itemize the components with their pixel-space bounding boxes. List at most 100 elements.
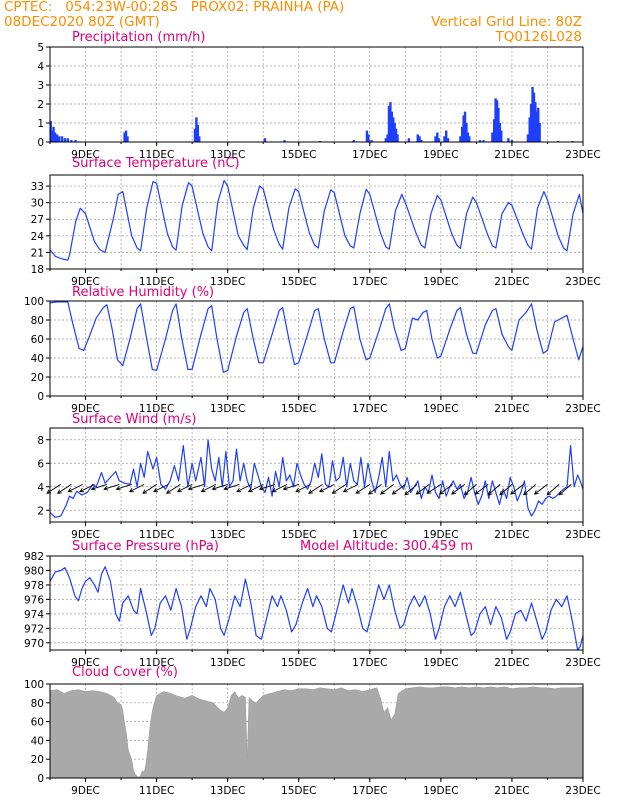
y-tick-label: 18	[31, 264, 44, 276]
precip-bar	[193, 128, 197, 142]
x-tick-label: 11DEC	[139, 785, 174, 797]
x-tick-label: 9DEC	[71, 403, 100, 415]
wind-arrow-head	[463, 490, 469, 496]
x-tick-label: 17DEC	[352, 149, 387, 161]
precip-bar	[370, 140, 373, 142]
panel-frame	[49, 46, 584, 143]
x-tick-label: 17DEC	[352, 403, 387, 415]
wind-arrow-head	[153, 488, 158, 493]
wind-arrow	[464, 484, 477, 496]
x-tick-label: 13DEC	[210, 149, 245, 161]
wind-arrow-head	[211, 486, 217, 491]
precip-bar	[507, 138, 510, 142]
precip-bar	[63, 138, 67, 142]
x-tick-label: 13DEC	[210, 403, 245, 415]
panel-frame	[49, 555, 584, 651]
series-line	[49, 179, 584, 261]
precip-bar	[492, 119, 496, 142]
x-tick-label: 13DEC	[210, 276, 245, 288]
precip-bar	[49, 121, 52, 142]
wind-arrow	[188, 483, 204, 490]
x-tick-label: 19DEC	[423, 529, 458, 541]
precip-bar	[50, 130, 54, 142]
precip-bar	[74, 140, 77, 142]
x-tick-label: 9DEC	[71, 149, 100, 161]
precip-bar	[55, 134, 59, 142]
x-tick-label: 11DEC	[139, 529, 174, 541]
precip-bar	[537, 107, 540, 142]
x-tick-label: 23DEC	[565, 785, 600, 797]
x-tick-label: 13DEC	[210, 657, 245, 669]
wind-arrow	[343, 483, 359, 493]
series-line	[49, 301, 584, 373]
precip-bar	[384, 138, 387, 142]
x-tick-label: 21DEC	[494, 149, 529, 161]
wind-arrow	[392, 484, 406, 495]
x-tick-label: 23DEC	[565, 149, 600, 161]
wind-arrow-head	[523, 490, 528, 496]
wind-arrow	[319, 483, 335, 493]
panel-5: 970 972 974 976 978 980 982 9DEC 11DEC 13DEC 15DEC…	[24, 539, 601, 669]
x-tick-label: 21DEC	[494, 785, 529, 797]
x-tick-label: 9DEC	[71, 785, 100, 797]
series-line	[49, 439, 584, 518]
precip-bar	[352, 140, 356, 142]
precip-bar	[416, 134, 419, 142]
wind-arrow-head	[67, 488, 73, 493]
y-tick-label: 970	[24, 638, 44, 650]
precip-bar	[538, 123, 541, 142]
precip-bar	[534, 102, 537, 142]
precip-bar	[283, 140, 286, 142]
precip-bar	[434, 136, 437, 142]
y-tick-label: 6	[37, 458, 44, 470]
wind-arrow-head	[426, 489, 432, 494]
precip-bar	[396, 134, 399, 142]
precip-bar	[443, 136, 446, 142]
wind-arrow	[283, 483, 299, 490]
wind-arrow	[404, 484, 418, 496]
wind-arrow-head	[451, 490, 456, 495]
y-tick-label: 40	[31, 735, 44, 747]
x-tick-label: 17DEC	[352, 276, 387, 288]
y-tick-label: 60	[31, 334, 44, 346]
wind-arrow	[248, 483, 264, 493]
wind-arrow	[153, 483, 169, 493]
precip-bar	[500, 130, 503, 142]
precip-bar	[463, 111, 467, 142]
precip-bar	[418, 136, 421, 142]
wind-arrow	[475, 484, 489, 495]
y-tick-label: 2	[37, 505, 44, 517]
precip-bar	[460, 126, 464, 142]
x-tick-label: 15DEC	[281, 149, 316, 161]
panel-frame	[49, 300, 584, 397]
precip-bar	[491, 132, 494, 142]
wind-arrow	[295, 483, 311, 493]
x-tick-label: 11DEC	[139, 149, 174, 161]
wind-arrow	[103, 483, 120, 490]
y-tick-label: 21	[31, 247, 44, 259]
wind-arrow	[142, 484, 157, 494]
y-tick-label: 80	[31, 698, 44, 710]
wind-arrow-head	[319, 488, 324, 493]
precip-bar	[365, 130, 369, 142]
y-tick-label: 3	[37, 80, 44, 92]
precip-bar	[466, 132, 470, 142]
panel-frame	[49, 174, 584, 270]
precip-bar	[495, 100, 499, 142]
wind-arrow-head	[404, 490, 410, 496]
precip-bar	[387, 105, 391, 142]
wind-arrow	[177, 483, 193, 493]
wind-arrow	[558, 484, 572, 496]
x-tick-label: 19DEC	[423, 149, 458, 161]
wind-arrow-head	[90, 486, 96, 491]
wind-arrow-head	[282, 486, 288, 491]
precip-bar	[195, 117, 198, 142]
panel-title: Surface Temperature (nC)	[72, 156, 240, 171]
precip-bar	[497, 107, 500, 142]
wind-arrow	[224, 483, 240, 490]
x-tick-label: 15DEC	[281, 785, 316, 797]
x-tick-label: 17DEC	[352, 785, 387, 797]
x-tick-label: 19DEC	[423, 657, 458, 669]
